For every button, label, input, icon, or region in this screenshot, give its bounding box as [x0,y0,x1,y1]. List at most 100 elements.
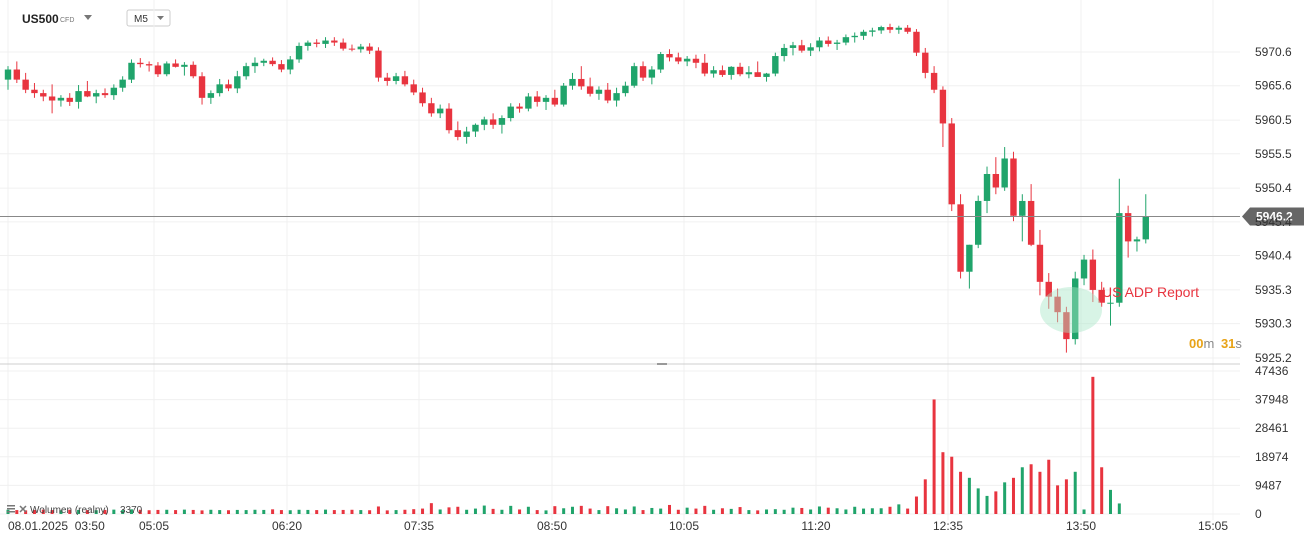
candle [84,80,91,98]
candle [833,39,841,50]
candle-body [1107,302,1114,304]
volume-bar [262,509,266,514]
highlight-ellipse [1040,287,1102,333]
volume-bar [765,509,769,514]
volume-tick-label: 0 [1255,507,1262,521]
candle-body [66,97,73,102]
candle-body [304,42,312,46]
candle-body [551,97,559,105]
time-tick-label: 06:20 [272,519,302,533]
candle [772,52,779,77]
volume-bar [138,509,142,514]
volume-bar [906,508,910,514]
legend-menu-icon[interactable] [7,505,15,513]
volume-bar [103,509,107,514]
volume-bar [659,508,663,514]
volume-bar [1109,489,1112,514]
volume-bar [482,505,486,514]
volume-bar [112,509,116,514]
candle [163,61,170,77]
candle [145,61,153,72]
candle-body [463,131,470,137]
candle-body [939,89,947,124]
candle [666,49,673,62]
volume-bar [1073,471,1077,514]
candle [1036,229,1044,296]
price-tick-label: 5965.6 [1255,79,1292,93]
candle [542,95,550,110]
candle [498,115,506,134]
candle [4,66,12,90]
volume-tick-label: 28461 [1255,421,1289,435]
timeframe-selector[interactable]: M5 [126,9,171,27]
candle [348,44,356,52]
candle-body [392,76,400,81]
volume-bar [129,509,133,514]
volume-bar [77,509,81,514]
time-tick-label: 07:35 [404,519,434,533]
candle-body [895,27,903,30]
candle-body [13,69,21,80]
volume-bar [588,508,592,514]
volume-bar [879,508,883,514]
candle [198,72,206,105]
volume-bar [412,509,416,514]
candle [128,59,135,84]
candle-body [93,93,100,97]
candle [428,97,435,117]
candle [119,76,126,92]
candle [675,52,682,65]
instrument-type-label: CFD [60,17,74,24]
volume-bar [685,507,689,514]
volume-bar [985,495,989,514]
candle-body [4,69,12,80]
candle [877,25,885,34]
candle-body [578,78,585,87]
candle [816,37,823,52]
candle [110,84,118,100]
volume-bar [235,509,239,514]
chart-header: US500 CFD M5 [22,9,171,27]
volume-bar [421,508,425,514]
price-tick-label: 5925.2 [1255,351,1292,365]
volume-axis: 47436 37948 28461 18974 9487 0 [1255,364,1289,521]
volume-bar [1029,464,1033,514]
candle [366,43,373,55]
candle [578,66,585,90]
symbol-label[interactable]: US500 [22,12,59,26]
candle-body [869,30,876,32]
volume-tick-label: 37948 [1255,393,1289,407]
candle [657,52,664,73]
candle [1116,178,1123,307]
candle [216,78,223,97]
legend-close-icon[interactable] [19,505,27,513]
candle [225,79,232,92]
candle-body [622,85,629,94]
candle-body [992,173,1000,188]
candle [534,91,541,107]
candle [516,103,523,113]
candle-body [172,63,179,67]
candle [895,25,903,34]
candle [860,29,867,40]
pane-resize-handle[interactable] [657,363,667,365]
candle-body [331,40,338,43]
symbol-dropdown-icon[interactable] [84,15,92,20]
candle-body [1142,216,1149,240]
candle [234,70,241,94]
candle [983,166,991,214]
candle-body [851,35,858,38]
volume-bar [747,510,751,514]
candle-body [40,93,47,97]
volume-legend-label: Wolumen (realny) [30,505,109,516]
candle [922,47,929,79]
candle [445,103,453,134]
candle-body [1080,259,1088,279]
candle [489,113,497,129]
volume-bar [562,508,566,514]
candle [639,61,647,81]
volume-bar [191,509,195,514]
candle [436,104,444,119]
volume-bar [632,506,636,514]
